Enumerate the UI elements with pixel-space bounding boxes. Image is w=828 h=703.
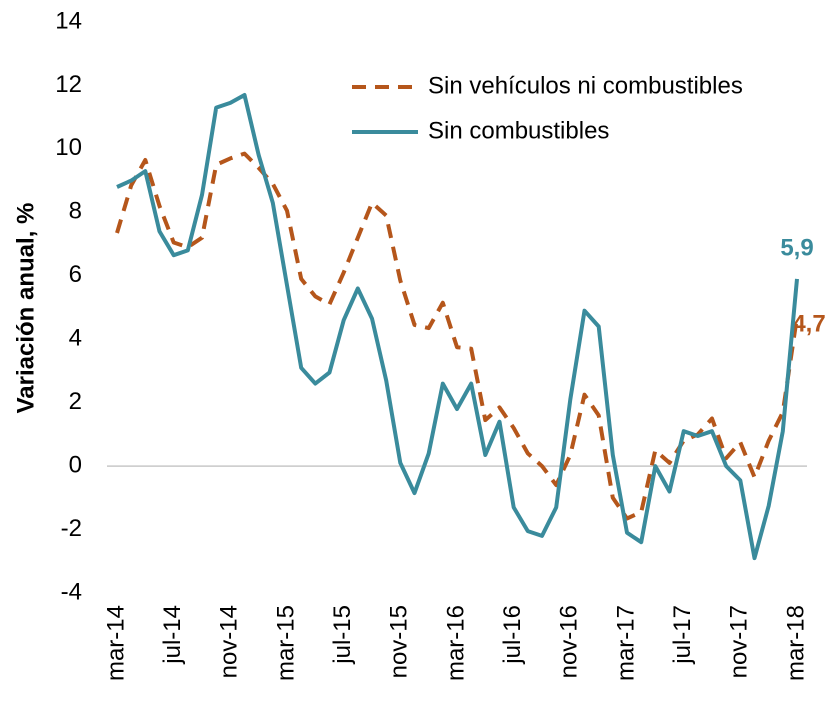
x-tick-label: jul-16 <box>499 605 526 665</box>
x-tick-label: mar-18 <box>782 605 809 681</box>
x-tick-label: nov-16 <box>556 605 583 678</box>
series-line <box>115 151 799 521</box>
y-tick-label: 2 <box>69 388 82 415</box>
x-tick-label: mar-17 <box>612 605 639 681</box>
y-tick-label: -4 <box>61 578 82 605</box>
y-tick-label: 8 <box>69 198 82 225</box>
series-line <box>116 93 799 561</box>
y-tick-label: 10 <box>55 134 82 161</box>
legend-label: Sin combustibles <box>428 117 609 144</box>
y-tick-label: 6 <box>69 261 82 288</box>
y-tick-label: 12 <box>55 71 82 98</box>
value-label: 4,7 <box>792 310 825 337</box>
x-tick-label: jul-17 <box>669 605 696 665</box>
x-tick-label: jul-15 <box>329 605 356 665</box>
x-tick-label: nov-15 <box>386 605 413 678</box>
y-tick-label: -2 <box>61 515 82 542</box>
x-tick-label: mar-16 <box>442 605 469 681</box>
x-tick-label: mar-14 <box>102 605 129 681</box>
value-label: 5,9 <box>780 234 813 261</box>
y-tick-label: 4 <box>69 325 82 352</box>
x-tick-label: mar-15 <box>272 605 299 681</box>
y-axis-label: Variación anual, % <box>12 203 39 414</box>
y-tick-label: 14 <box>55 7 82 34</box>
x-tick-label: nov-14 <box>216 605 243 678</box>
x-tick-label: nov-17 <box>726 605 753 678</box>
y-tick-label: 0 <box>69 451 82 478</box>
legend-label: Sin vehículos ni combustibles <box>428 72 743 99</box>
x-tick-label: jul-14 <box>159 605 186 665</box>
